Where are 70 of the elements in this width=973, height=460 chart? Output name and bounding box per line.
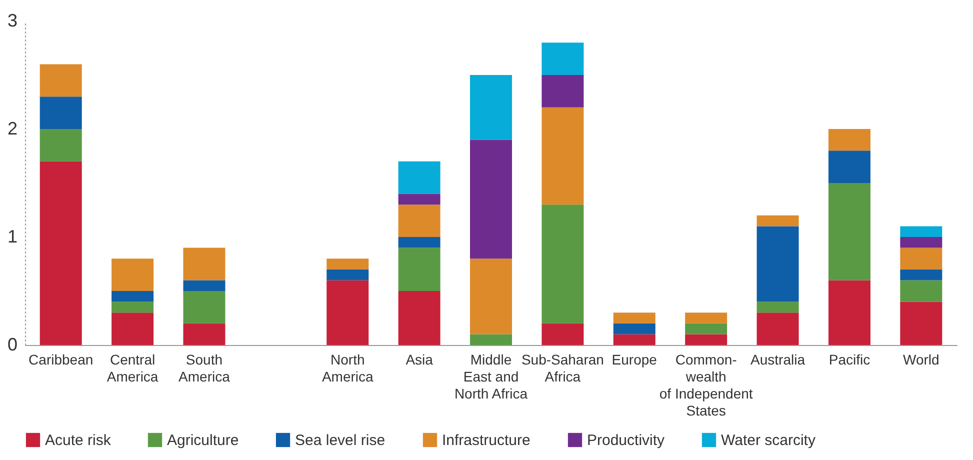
bar	[756, 215, 799, 226]
x-tick-label: Sub-Saharan Africa	[521, 352, 604, 384]
bar	[828, 280, 870, 345]
x-tick-label: Caribbean	[28, 352, 94, 368]
bar	[900, 237, 942, 248]
bar	[685, 334, 728, 345]
y-tick-label: 2	[7, 118, 18, 138]
bar	[685, 323, 728, 334]
bar	[470, 75, 512, 140]
bar	[183, 323, 226, 345]
bar	[900, 302, 942, 345]
bar	[756, 226, 799, 302]
bar	[398, 248, 440, 291]
bar	[183, 248, 226, 280]
bar	[40, 161, 82, 345]
bar	[542, 75, 584, 108]
x-tick-label: Australia	[750, 352, 806, 368]
x-tick-label: Europe	[612, 352, 658, 368]
bar	[112, 258, 154, 291]
bar	[756, 312, 799, 345]
bar	[828, 183, 870, 280]
bar	[398, 237, 440, 248]
bar	[542, 42, 584, 75]
bar	[398, 204, 440, 237]
bar	[326, 280, 369, 345]
legend-label: Infrastructure	[442, 432, 530, 449]
bar	[470, 334, 512, 345]
bar	[112, 302, 154, 313]
legend-label: Sea level rise	[295, 432, 386, 449]
bar	[900, 280, 942, 302]
y-tick-label: 3	[7, 10, 18, 30]
bar	[326, 269, 369, 280]
bar	[613, 312, 656, 324]
x-tick-label: Asia	[406, 352, 434, 368]
bar	[398, 194, 440, 205]
bar	[900, 226, 942, 237]
legend-label: Agriculture	[167, 432, 239, 449]
bar	[398, 161, 440, 194]
bar	[112, 312, 154, 345]
bar	[40, 96, 82, 129]
x-tick-label: North America	[322, 352, 374, 384]
bar	[828, 150, 870, 183]
bar	[613, 334, 656, 345]
bar	[470, 258, 512, 334]
legend-label: Productivity	[587, 432, 666, 449]
y-tick-label: 1	[7, 226, 18, 246]
bar	[183, 291, 226, 324]
x-tick-label: Pacific	[828, 352, 870, 368]
x-tick-label: Central America	[106, 352, 158, 384]
bar	[613, 323, 656, 334]
bar	[542, 323, 584, 345]
bar	[112, 291, 154, 302]
bar	[398, 291, 440, 345]
bar	[756, 302, 799, 313]
legend-label: Water scarcity	[721, 432, 816, 449]
legend-label: Acute risk	[45, 432, 112, 449]
bar	[542, 107, 584, 205]
y-tick-label: 0	[7, 334, 18, 354]
bar	[470, 140, 512, 259]
bar	[900, 248, 942, 270]
x-tick-label: South America	[178, 352, 230, 384]
bar	[40, 64, 82, 97]
bar	[326, 258, 369, 270]
bar	[40, 129, 82, 162]
bar	[183, 280, 226, 291]
x-tick-label: World	[903, 352, 940, 368]
bar	[900, 269, 942, 280]
bar	[685, 312, 728, 324]
bar	[542, 204, 584, 324]
bar	[828, 129, 870, 151]
